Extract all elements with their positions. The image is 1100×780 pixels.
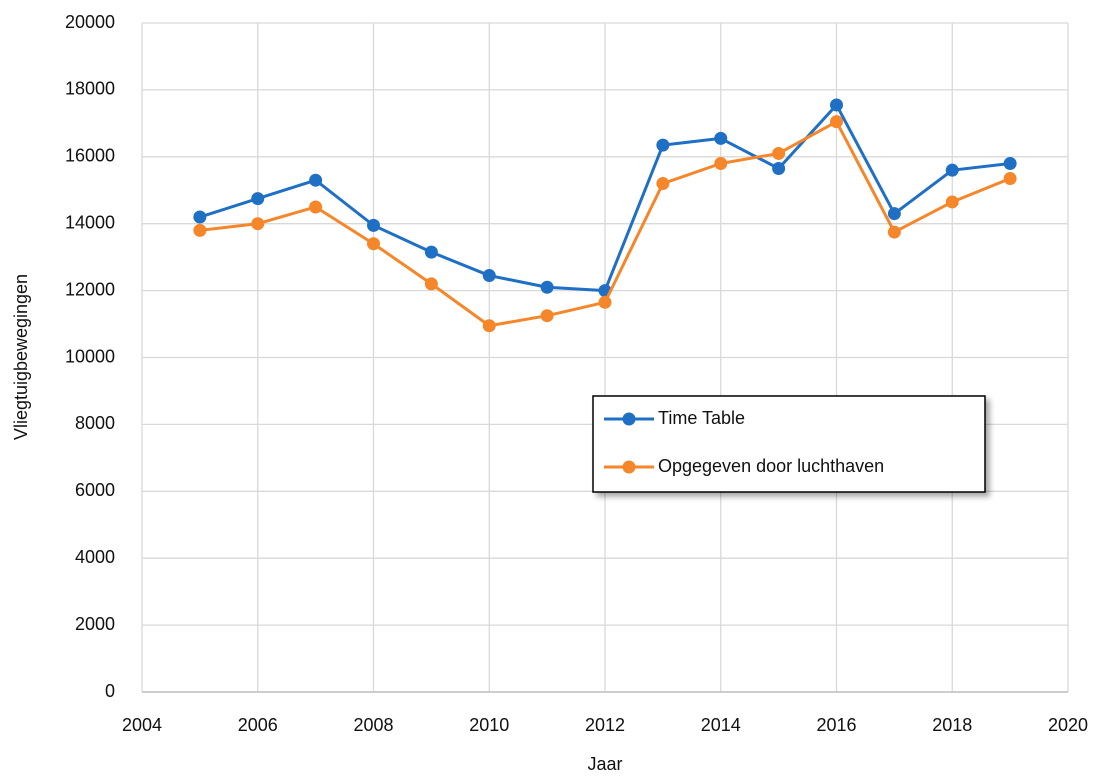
y-tick-label: 14000: [65, 212, 115, 232]
y-tick-label: 20000: [65, 12, 115, 32]
marker: [945, 195, 959, 209]
marker: [714, 131, 728, 145]
marker: [193, 223, 207, 237]
marker: [887, 207, 901, 221]
marker: [772, 162, 786, 176]
x-tick-label: 2016: [816, 715, 856, 735]
y-tick-label: 4000: [75, 547, 115, 567]
x-tick-label: 2020: [1048, 715, 1088, 735]
marker: [714, 156, 728, 170]
marker: [656, 138, 670, 152]
y-tick-label: 10000: [65, 346, 115, 366]
legend-label: Time Table: [658, 408, 745, 428]
x-tick-label: 2004: [122, 715, 162, 735]
marker: [482, 269, 496, 283]
y-tick-label: 16000: [65, 146, 115, 166]
marker: [309, 173, 323, 187]
marker: [482, 319, 496, 333]
marker: [367, 218, 380, 232]
x-tick-label: 2010: [469, 715, 509, 735]
marker: [193, 210, 207, 224]
marker: [945, 163, 959, 177]
marker: [251, 192, 265, 206]
legend-marker: [622, 460, 636, 474]
y-tick-label: 8000: [75, 413, 115, 433]
y-tick-label: 12000: [65, 279, 115, 299]
legend-box: [592, 395, 986, 493]
x-tick-label: 2008: [353, 715, 393, 735]
marker: [830, 98, 843, 112]
marker: [251, 217, 265, 231]
x-tick-label: 2012: [585, 715, 625, 735]
x-axis-label: Jaar: [587, 754, 622, 774]
marker: [1003, 172, 1017, 186]
marker: [540, 280, 554, 294]
x-tick-label: 2006: [238, 715, 278, 735]
legend-label: Opgegeven door luchthaven: [658, 456, 884, 476]
y-tick-label: 2000: [75, 614, 115, 634]
legend-marker: [622, 412, 636, 426]
marker: [887, 225, 901, 239]
x-tick-label: 2018: [932, 715, 972, 735]
marker: [656, 177, 670, 191]
x-tick-label: 2014: [701, 715, 741, 735]
marker: [772, 146, 786, 160]
y-axis-label: Vliegtuigbewegingen: [11, 274, 31, 440]
marker: [598, 295, 612, 309]
marker: [309, 200, 323, 214]
marker: [367, 237, 380, 251]
marker: [540, 309, 554, 323]
marker: [424, 277, 438, 291]
y-tick-label: 6000: [75, 480, 115, 500]
marker: [1003, 156, 1017, 170]
y-tick-label: 0: [105, 681, 115, 701]
y-tick-label: 18000: [65, 79, 115, 99]
marker: [424, 245, 438, 259]
marker: [830, 115, 843, 129]
